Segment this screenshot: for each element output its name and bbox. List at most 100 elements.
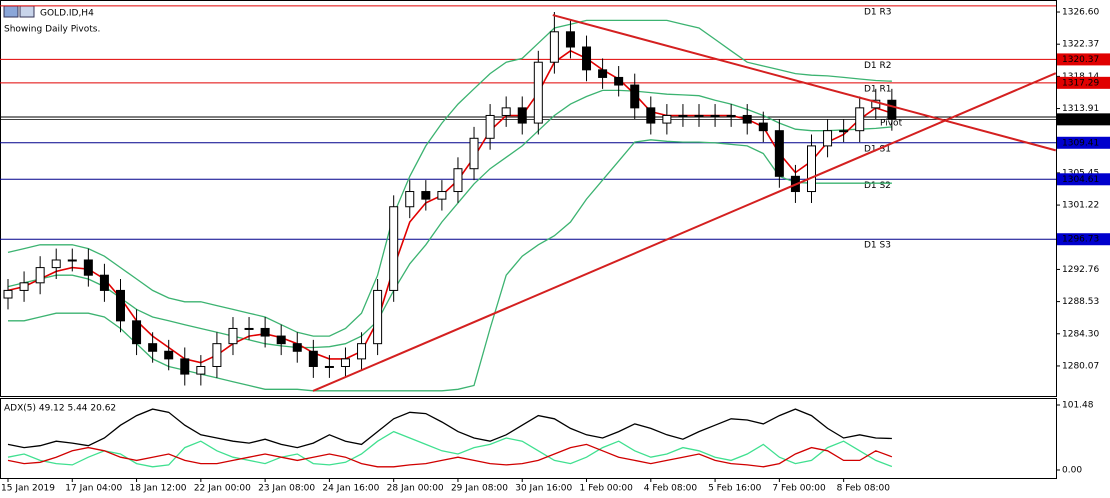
candle-body [501,107,511,116]
x-tick-label: 17 Jan 04:00 [65,484,122,494]
candle-body [324,365,334,368]
pivot-tag [1057,233,1110,246]
candle-body [855,107,865,132]
y-tick-label: 1326.60 [1062,8,1099,18]
pivot-tag [1057,173,1110,186]
bollinger-band [8,139,892,392]
candle-body [807,145,816,193]
candle-body [3,289,13,299]
candle-body [437,191,447,200]
candle-body [260,327,270,337]
indicator-line [7,408,892,449]
candle-body [646,107,656,124]
pivot-tag-label: 1320.37 [1062,55,1099,65]
candle-body [598,69,608,78]
x-tick-label: 8 Feb 08:00 [837,484,891,494]
y-tick-label: 1313.91 [1062,104,1099,114]
candle-body [726,114,736,117]
indicator-title: ADX(5) 49.12 5.44 20.62 [4,404,116,414]
x-tick-label: 29 Jan 08:00 [451,484,508,494]
candle-body [67,259,77,262]
candle-body [19,282,29,291]
candle-body [196,365,206,375]
candle-body [228,327,238,345]
candle-body [115,289,125,322]
price-frame [0,0,1057,397]
candle-body [148,343,158,352]
indicator-tick-label: 101.48 [1062,400,1094,410]
x-tick-label: 23 Jan 08:00 [258,484,315,494]
candle-body [549,31,559,63]
candle-body [453,168,463,193]
bollinger-band [7,89,892,349]
candle-body [308,350,318,367]
x-tick-label: 30 Jan 16:00 [515,484,572,494]
y-tick-label: 1288.53 [1062,297,1099,307]
candle-body [839,130,849,133]
x-tick-label: 28 Jan 00:00 [387,484,444,494]
x-tick-label: 15 Jan 2019 [1,484,55,494]
chart-title: GOLD.ID,H4 [40,9,94,19]
pivot-tag-label: 1304.61 [1062,175,1099,185]
pivot-label: D1 R1 [864,84,892,94]
candle-body [630,84,640,109]
candle-body [485,114,495,139]
y-tick-label: 1292.76 [1062,265,1099,275]
candle-body [710,114,720,117]
trendline [552,14,1057,152]
pivot-label: D1 R2 [864,61,892,71]
candle-body [533,61,543,124]
candle-body [421,191,431,200]
candle-body [212,343,222,367]
x-tick-label: 5 Feb 16:00 [708,484,762,494]
candle-body [132,320,142,345]
candle-body [373,289,383,345]
pivot-tag [1057,136,1110,149]
indicator-line [7,430,893,468]
trendline [312,72,1057,392]
pivot-tag-label: 1309.41 [1062,138,1099,148]
candle-body [83,259,93,276]
chart-subtitle: Showing Daily Pivots. [4,25,100,35]
candle-body [276,335,286,345]
y-tick-label: 1301.22 [1062,201,1099,211]
last-price-tag [1057,113,1110,126]
candle-body [694,114,704,117]
x-tick-label: 22 Jan 00:00 [194,484,251,494]
candle-body [582,46,592,71]
candle-body [180,358,190,375]
last-price-tag-label: 1312.49 [1062,115,1099,125]
pivot-tag [1057,53,1110,66]
pivot-label: Pivot [880,118,903,128]
candle-body [662,114,672,124]
pivot-tag-label: 1317.29 [1062,78,1099,88]
y-tick-label: 1284.30 [1062,329,1099,339]
bollinger-band [7,19,892,337]
candle-body [758,122,768,132]
candle-body [678,114,688,117]
candle-body [517,107,527,124]
x-tick-label: 18 Jan 12:00 [130,484,187,494]
candle-body [244,327,254,330]
x-tick-label: 1 Feb 00:00 [580,484,634,494]
y-tick-label: 1322.37 [1062,40,1099,50]
window-icon [3,5,19,18]
window-icon [19,5,35,18]
candle-body [99,274,109,291]
candle-body [774,130,784,177]
pivot-label: D1 S3 [864,241,891,251]
candle-body [823,130,833,147]
indicator-frame [0,398,1057,479]
pivot-tag [1057,76,1110,89]
candle-body [35,267,45,284]
x-tick-label: 4 Feb 08:00 [644,484,698,494]
candle-body [292,343,302,352]
indicator-tick-label: 0.00 [1062,465,1082,475]
candle-body [405,191,415,208]
pivot-label: D1 S2 [864,181,891,191]
candle-body [565,31,575,48]
candle-body [389,206,399,291]
candle-body [51,259,61,269]
